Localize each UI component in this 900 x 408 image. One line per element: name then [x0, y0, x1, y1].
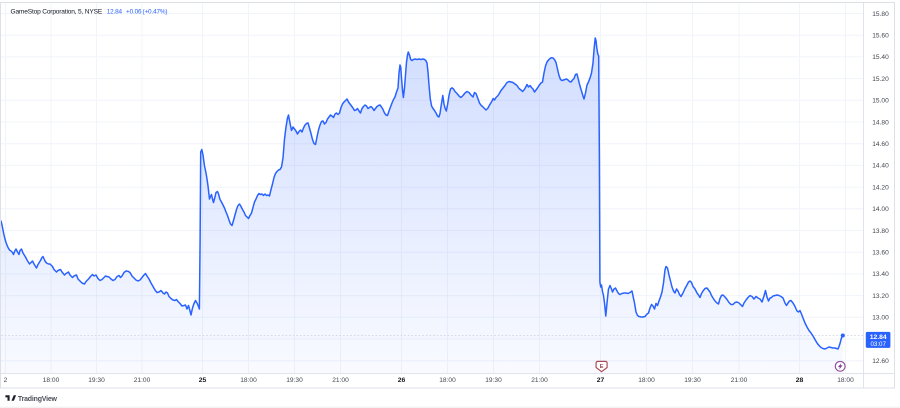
svg-text:26: 26	[398, 377, 406, 384]
svg-text:21:00: 21:00	[731, 377, 748, 384]
svg-text:E: E	[600, 364, 604, 370]
svg-text:19:30: 19:30	[485, 377, 502, 384]
svg-text:12.84: 12.84	[107, 8, 123, 15]
svg-text:21:00: 21:00	[332, 377, 349, 384]
svg-text:18:00: 18:00	[837, 377, 854, 384]
svg-text:14.80: 14.80	[872, 119, 889, 126]
svg-text:18:00: 18:00	[240, 377, 257, 384]
svg-text:15.40: 15.40	[872, 54, 889, 61]
svg-text:13.00: 13.00	[872, 315, 889, 322]
svg-text:+0.06: +0.06	[126, 8, 142, 15]
svg-text:15.00: 15.00	[872, 98, 889, 105]
svg-text:19:30: 19:30	[88, 377, 105, 384]
svg-text:18:00: 18:00	[43, 377, 60, 384]
svg-text:18:00: 18:00	[638, 377, 655, 384]
svg-text:15.20: 15.20	[872, 76, 889, 83]
svg-text:15.80: 15.80	[872, 11, 889, 18]
svg-text:19:30: 19:30	[286, 377, 303, 384]
svg-text:TradingView: TradingView	[18, 396, 58, 403]
svg-text:28: 28	[796, 377, 804, 384]
svg-text:12.60: 12.60	[872, 358, 889, 365]
svg-text:21:00: 21:00	[134, 377, 151, 384]
svg-text:03:07: 03:07	[870, 341, 886, 348]
svg-text:15.60: 15.60	[872, 33, 889, 40]
svg-text:13.60: 13.60	[872, 250, 889, 257]
svg-text:2: 2	[4, 377, 8, 384]
svg-text:13.80: 13.80	[872, 228, 889, 235]
svg-text:13.40: 13.40	[872, 271, 889, 278]
svg-text:GameStop Corporation, 5, NYSE: GameStop Corporation, 5, NYSE	[11, 8, 103, 15]
svg-text:14.40: 14.40	[872, 163, 889, 170]
svg-text:14.60: 14.60	[872, 141, 889, 148]
svg-text:14.00: 14.00	[872, 206, 889, 213]
svg-text:(+0.47%): (+0.47%)	[143, 8, 168, 15]
svg-text:21:00: 21:00	[531, 377, 548, 384]
svg-text:12.84: 12.84	[870, 334, 887, 341]
svg-text:27: 27	[597, 377, 605, 384]
svg-text:25: 25	[199, 377, 207, 384]
svg-text:18:00: 18:00	[439, 377, 456, 384]
svg-text:19:30: 19:30	[684, 377, 701, 384]
svg-text:14.20: 14.20	[872, 184, 889, 191]
svg-text:13.20: 13.20	[872, 293, 889, 300]
